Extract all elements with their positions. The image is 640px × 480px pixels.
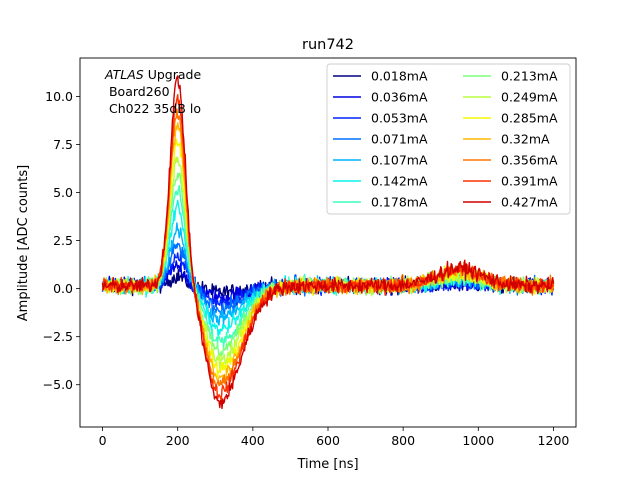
legend-label: 0.018mA [371,69,428,84]
annotation-line-2: Board260 [105,84,170,99]
x-tick-label: 600 [316,433,340,448]
legend-label: 0.036mA [371,90,428,105]
x-tick-label: 800 [391,433,415,448]
legend-label: 0.178mA [371,195,428,210]
x-tick-label: 200 [166,433,190,448]
annotation-upgrade: Upgrade [144,67,202,82]
x-tick-label: 400 [241,433,265,448]
series-line-0.427mA [101,75,555,410]
y-tick-label: 0.0 [53,281,73,296]
legend-label: 0.213mA [501,69,558,84]
legend-label: 0.071mA [371,132,428,147]
legend-entries: 0.018mA 0.036mA 0.053mA 0.071mA 0.107mA 0.142… [333,69,558,210]
annotation-line-3: Ch022 35dB lo [105,101,201,116]
x-axis-label: Time [ns] [296,457,358,472]
y-tick-label: 2.5 [53,233,73,248]
legend: 0.018mA 0.036mA 0.053mA 0.071mA 0.107mA 0.142… [326,63,571,215]
legend-label: 0.427mA [501,195,558,210]
x-tick-label: 1000 [462,433,494,448]
legend-box [326,63,571,215]
y-axis-ticks: −5.0 −2.5 0.0 2.5 5.0 7.5 10.0 [43,89,80,392]
legend-label: 0.107mA [371,153,428,168]
y-tick-label: 10.0 [45,89,73,104]
y-axis-label: Amplitude [ADC counts] [16,165,31,321]
legend-label: 0.285mA [501,111,558,126]
y-tick-label: 7.5 [53,137,73,152]
annotation-atlas: ATLAS [104,67,144,82]
legend-label: 0.356mA [501,153,558,168]
x-axis-ticks: 0 200 400 600 800 1000 1200 [99,427,570,448]
y-tick-label: −2.5 [43,329,73,344]
series-layer [101,75,555,410]
legend-label: 0.249mA [501,90,558,105]
x-tick-label: 1200 [538,433,570,448]
legend-label: 0.142mA [371,174,428,189]
chart-title: run742 [302,37,354,53]
atlas-annotation: ATLAS Upgrade Board260 Ch022 35dB lo [104,67,201,116]
annotation-line-1: ATLAS Upgrade [104,67,201,82]
legend-label: 0.32mA [501,132,550,147]
x-tick-label: 0 [99,433,107,448]
legend-label: 0.391mA [501,174,558,189]
y-tick-label: 5.0 [53,185,73,200]
y-tick-label: −5.0 [43,377,73,392]
legend-label: 0.053mA [371,111,428,126]
